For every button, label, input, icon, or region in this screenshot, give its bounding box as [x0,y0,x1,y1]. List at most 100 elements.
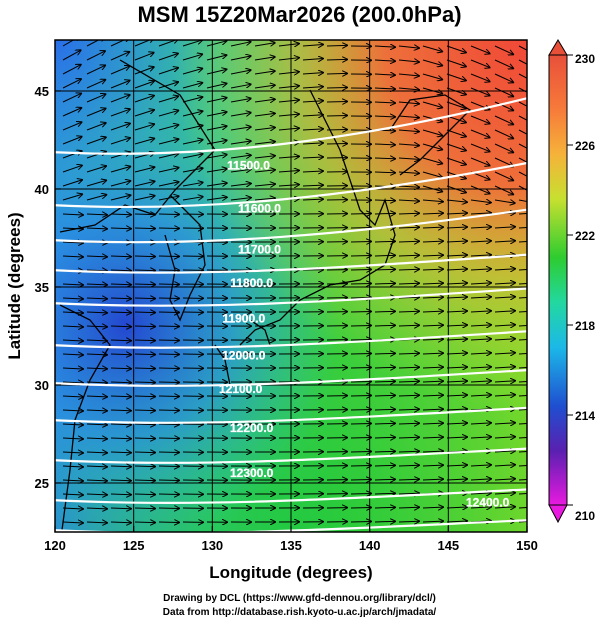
wind-arrow [254,85,275,88]
wind-arrow [62,228,83,229]
wind-arrow [62,137,82,145]
wind-arrow [422,409,443,410]
x-axis: 120 125 130 135 140 145 150 [44,526,538,553]
wind-arrow [62,180,82,187]
wind-arrow [182,197,203,201]
wind-arrow [134,81,154,89]
wind-arrow [398,479,419,480]
wind-arrow [158,82,178,89]
wind-arrow [446,185,466,192]
wind-arrow [158,96,178,103]
wind-arrow [134,284,155,285]
wind-arrow [110,312,131,313]
wind-arrow [62,466,83,467]
wind-arrow [398,102,419,104]
wind-arrow [230,56,251,61]
colorbar-label: 226 [575,139,595,153]
wind-arrow [110,508,131,509]
wind-arrow [446,59,466,66]
colorbar-label: 222 [575,229,595,243]
wind-arrow [422,339,443,340]
wind-arrow [350,255,371,256]
wind-arrow [518,352,527,355]
wind-arrow [518,59,527,65]
wind-arrow [302,87,323,88]
wind-arrow [446,241,467,242]
wind-arrow [86,354,107,355]
wind-arrow [110,424,131,425]
wind-arrow [518,199,527,202]
wind-arrow [518,171,527,177]
wind-arrow [110,270,131,271]
wind-arrow [398,521,419,522]
contour-line [55,368,527,387]
wind-arrow [62,298,83,299]
wind-arrow [446,129,466,136]
wind-arrow [398,395,419,396]
wind-arrow [470,423,491,424]
x-tick-label: 150 [516,538,538,553]
wind-arrow [398,423,419,424]
wind-arrow [398,325,419,326]
wind-arrow [230,198,251,200]
wind-arrow [494,185,513,194]
wind-arrow [518,310,527,313]
wind-arrow [446,101,466,108]
wind-arrow [134,214,155,215]
wind-arrow [158,111,178,117]
wind-arrow [422,241,443,242]
wind-arrow [470,45,490,53]
wind-arrow [494,395,515,396]
wind-arrow [86,424,107,425]
wind-arrow [398,144,419,145]
wind-arrow [350,283,371,284]
wind-arrow [134,508,155,509]
wind-arrow [470,269,491,270]
wind-arrow [134,228,155,229]
wind-arrow [302,44,323,46]
wind-arrow [518,520,527,523]
wind-arrow [398,116,419,118]
wind-arrow [302,157,323,158]
wind-arrow [374,213,395,214]
wind-arrow [206,55,226,61]
wind-arrow [422,437,443,438]
wind-arrow [470,59,490,67]
wind-arrow [110,452,131,453]
y-tick-label: 35 [35,280,49,295]
wind-arrow [182,168,203,173]
contour-label: 11500.0 [227,158,270,172]
wind-arrow [470,200,491,203]
wind-arrow [110,326,131,327]
wind-arrow [326,87,347,88]
wind-arrow [302,59,323,60]
wind-arrow [374,46,395,47]
wind-arrow [446,339,467,340]
wind-arrow [494,87,513,96]
wind-arrow [518,268,527,271]
wind-arrow [518,506,527,509]
wind-arrow [518,408,527,411]
wind-arrow [374,507,395,508]
wind-arrow [494,297,515,298]
y-axis-label: Latitude (degrees) [5,212,24,359]
wind-arrow [518,73,527,79]
wind-arrow [134,438,155,439]
wind-arrow [494,451,515,452]
wind-arrow [422,451,443,452]
wind-arrow [494,200,515,203]
wind-arrow [494,269,515,270]
wind-arrow [158,168,179,173]
wind-arrow [134,382,155,383]
wind-arrow [110,81,130,89]
wind-arrow [422,87,442,94]
wind-arrow [374,479,395,480]
wind-arrow [470,255,491,256]
wind-arrow [470,493,491,494]
wind-arrow [254,57,275,60]
wind-arrow [278,114,299,116]
wind-arrow [374,172,395,173]
wind-arrow [422,381,443,382]
wind-arrow [494,241,515,242]
wind-arrow [326,45,347,46]
